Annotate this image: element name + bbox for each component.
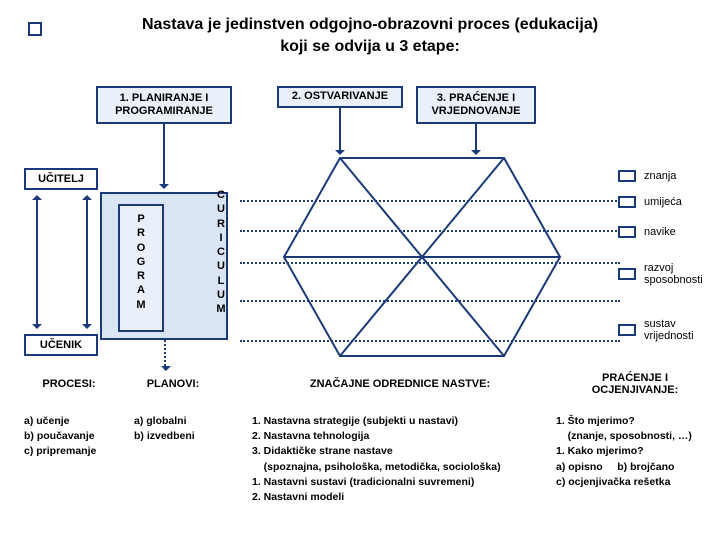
legend-4: razvoj sposobnosti	[644, 262, 714, 286]
header-planovi: PLANOVI:	[128, 378, 218, 390]
arrow-roles-left	[36, 196, 38, 328]
title-bullet	[28, 22, 42, 36]
stage-3-box: 3. PRAĆENJE I VRJEDNOVANJE	[416, 86, 536, 124]
legend-sq-5	[618, 324, 636, 336]
dotted-line-5	[240, 340, 620, 342]
legend-3: navike	[644, 226, 676, 238]
dotted-program-down	[164, 340, 166, 370]
program-vertical: PROGRAM	[118, 204, 164, 332]
curriculum-vertical: CURICULUM	[206, 186, 236, 346]
legend-1: znanja	[644, 170, 676, 182]
role-student: UČENIK	[24, 334, 98, 356]
col-odrednice: 1. Nastavna strategije (subjekti u nasta…	[252, 414, 552, 505]
arrow-roles-right	[86, 196, 88, 328]
legend-5: sustav vrijednosti	[644, 318, 714, 342]
dotted-line-3	[240, 262, 620, 264]
col-procesi: a) učenjeb) poučavanjec) pripremanje	[24, 414, 124, 460]
legend-2: umijeća	[644, 196, 682, 208]
col-planovi: a) globalnib) izvedbeni	[134, 414, 224, 444]
col-pracenje: 1. Što mjerimo? (znanje, sposobnosti, …)…	[556, 414, 716, 490]
legend-sq-4	[618, 268, 636, 280]
legend-sq-2	[618, 196, 636, 208]
arrow-stage2-down	[339, 108, 341, 154]
hexagon-panel	[252, 152, 592, 362]
header-pracenje: PRAĆENJE I OCJENJIVANJE:	[560, 372, 710, 396]
dotted-line-2	[240, 230, 620, 232]
header-odrednice: ZNAČAJNE ODREDNICE NASTVE:	[250, 378, 550, 390]
dotted-line-1	[240, 200, 620, 202]
stage-2-box: 2. OSTVARIVANJE	[277, 86, 403, 108]
role-teacher: UČITELJ	[24, 168, 98, 190]
header-procesi: PROCESI:	[24, 378, 114, 390]
dotted-line-4	[240, 300, 620, 302]
arrow-stage3-down	[475, 124, 477, 154]
page-title: Nastava je jedinstven odgojno-obrazovni …	[60, 14, 680, 57]
legend-sq-3	[618, 226, 636, 238]
legend-sq-1	[618, 170, 636, 182]
arrow-stage1-down	[163, 124, 165, 188]
stage-1-box: 1. PLANIRANJE I PROGRAMIRANJE	[96, 86, 232, 124]
